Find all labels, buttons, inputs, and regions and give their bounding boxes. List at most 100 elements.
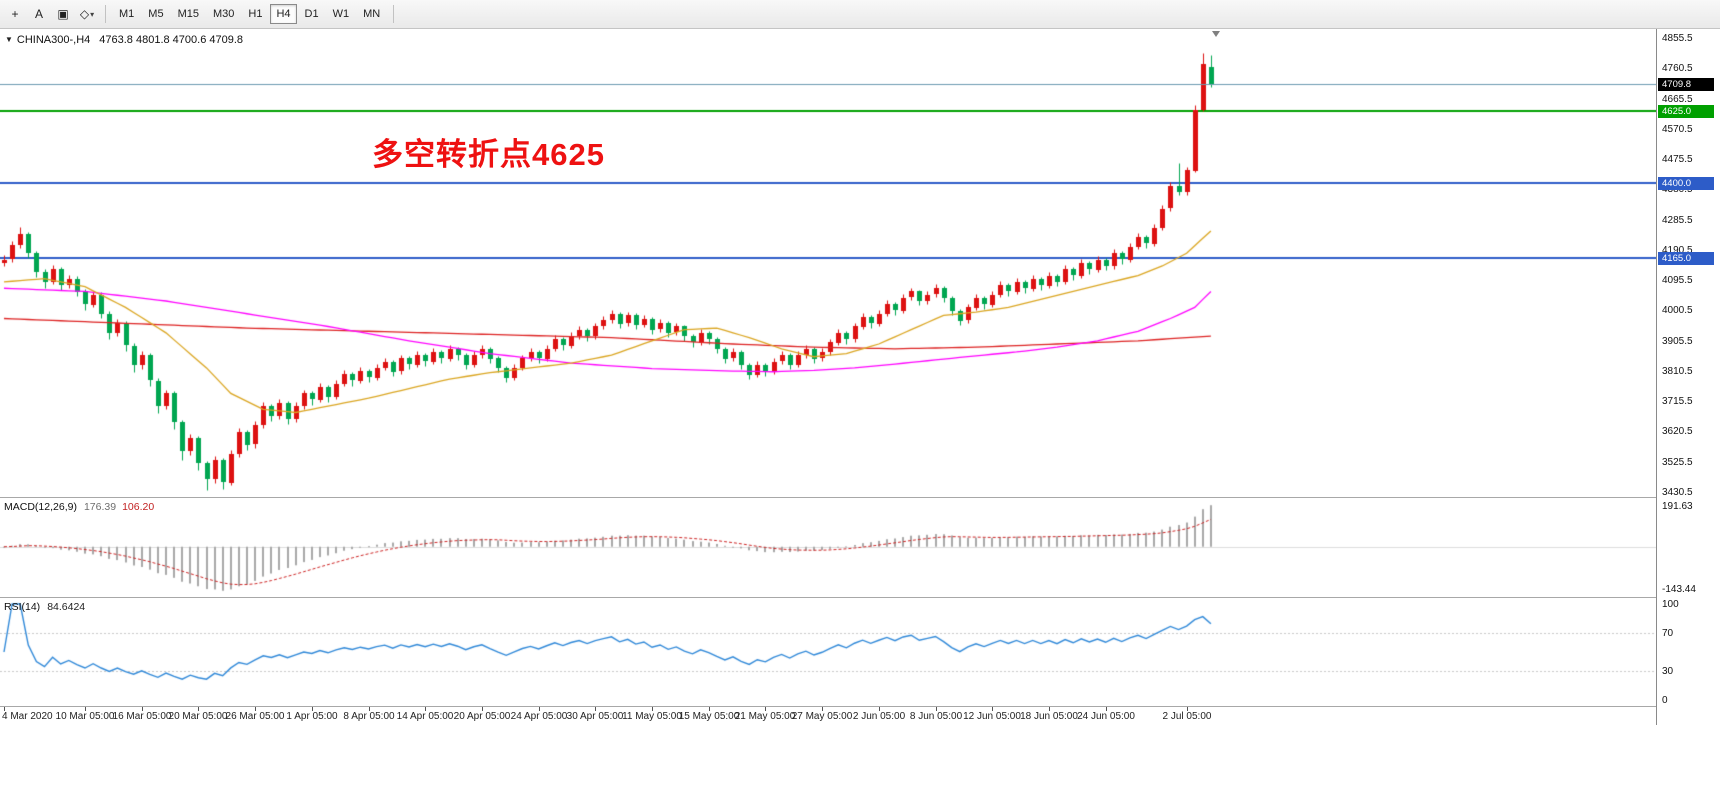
time-tick bbox=[539, 707, 540, 711]
chart-shift-marker bbox=[1212, 31, 1220, 37]
price-axis-label: 4665.5 bbox=[1662, 93, 1693, 105]
label-tool-icon: ▣ bbox=[57, 7, 69, 21]
time-axis-separator bbox=[0, 706, 1720, 707]
price-axis-label: 3525.5 bbox=[1662, 456, 1693, 468]
symbol-dropdown-icon[interactable]: ▼ bbox=[5, 35, 13, 44]
rsi-name: RSI(14) bbox=[4, 601, 41, 613]
time-tick bbox=[198, 707, 199, 711]
price-axis-label: 4095.5 bbox=[1662, 275, 1693, 287]
price-axis-label: 3715.5 bbox=[1662, 396, 1693, 408]
rsi-value: 84.6424 bbox=[47, 601, 86, 613]
time-axis-label: 18 Jun 05:00 bbox=[1020, 711, 1078, 722]
time-tick bbox=[879, 707, 880, 711]
price-axis-label: 4570.5 bbox=[1662, 123, 1693, 135]
time-tick bbox=[765, 707, 766, 711]
price-axis-label: 4190.5 bbox=[1662, 244, 1693, 256]
macd-canvas[interactable] bbox=[0, 498, 1656, 598]
time-axis-label: 15 May 05:00 bbox=[678, 711, 740, 722]
price-axis-label: 3810.5 bbox=[1662, 365, 1693, 377]
shapes-tool-icon: ◇ bbox=[79, 7, 90, 21]
rsi-axis-label: 100 bbox=[1662, 599, 1679, 610]
timeframe-m5[interactable]: M5 bbox=[142, 4, 169, 24]
timeframe-d1[interactable]: D1 bbox=[299, 4, 325, 24]
time-axis-label: 16 Mar 05:00 bbox=[112, 711, 172, 722]
macd-name: MACD(12,26,9) bbox=[4, 501, 77, 513]
timeframe-h4[interactable]: H4 bbox=[270, 4, 297, 24]
label-tool[interactable]: ▣ bbox=[51, 3, 75, 25]
time-axis-label: 24 Apr 05:00 bbox=[510, 711, 568, 722]
timeframe-mn[interactable]: MN bbox=[357, 4, 386, 24]
time-tick bbox=[1187, 707, 1188, 711]
macd-axis-label: 191.63 bbox=[1662, 501, 1693, 512]
price-badge: 4625.0 bbox=[1658, 105, 1714, 119]
text-tool[interactable]: A bbox=[27, 3, 51, 25]
timeframe-m15[interactable]: M15 bbox=[172, 4, 205, 24]
price-axis-label: 3905.5 bbox=[1662, 335, 1693, 347]
shapes-tool[interactable]: ◇ ▾ bbox=[75, 3, 99, 25]
rsi-axis-label: 0 bbox=[1662, 695, 1668, 706]
time-axis-label: 20 Mar 05:00 bbox=[168, 711, 228, 722]
time-tick bbox=[85, 707, 86, 711]
chart-plots: ▼ CHINA300-,H4 4763.8 4801.8 4700.6 4709.8… bbox=[0, 29, 1656, 793]
rsi-axis-label: 70 bbox=[1662, 627, 1674, 639]
macd-panel-separator[interactable] bbox=[0, 497, 1720, 498]
timeframe-w1[interactable]: W1 bbox=[327, 4, 356, 24]
time-axis-label: 24 Jun 05:00 bbox=[1077, 711, 1135, 722]
time-axis-label: 8 Jun 05:00 bbox=[909, 711, 963, 722]
main-chart-canvas[interactable] bbox=[0, 29, 1656, 498]
annotation-text[interactable]: 多空转折点4625 bbox=[372, 137, 605, 172]
rsi-canvas[interactable] bbox=[0, 598, 1656, 706]
timeframe-m1[interactable]: M1 bbox=[113, 4, 140, 24]
time-axis-label: 12 Jun 05:00 bbox=[963, 711, 1021, 722]
time-tick bbox=[142, 707, 143, 711]
text-tool-icon: A bbox=[34, 7, 43, 21]
timeframe-m30[interactable]: M30 bbox=[207, 4, 240, 24]
timeframe-h1[interactable]: H1 bbox=[242, 4, 268, 24]
time-tick bbox=[936, 707, 937, 711]
time-axis-label: 27 May 05:00 bbox=[791, 711, 853, 722]
time-tick bbox=[709, 707, 710, 711]
time-axis[interactable]: 4 Mar 2020 10 Mar 05:00 16 Mar 05:00 20 Mar… bbox=[0, 706, 1656, 724]
time-axis-label: 26 Mar 05:00 bbox=[225, 711, 285, 722]
price-badge: 4400.0 bbox=[1658, 177, 1714, 191]
price-axis-label: 4855.5 bbox=[1662, 33, 1693, 44]
toolbar-divider bbox=[393, 5, 395, 23]
time-tick bbox=[595, 707, 596, 711]
time-tick bbox=[369, 707, 370, 711]
time-axis-label: 2 Jul 05:00 bbox=[1162, 711, 1212, 722]
macd-signal-value: 106.20 bbox=[122, 501, 155, 513]
time-axis-label: 11 May 05:00 bbox=[622, 711, 682, 722]
chart-symbol-period: CHINA300-,H4 bbox=[16, 34, 91, 46]
crosshair-tool-icon: + bbox=[11, 7, 19, 21]
time-axis-label: 14 Apr 05:00 bbox=[396, 711, 454, 722]
price-axis[interactable]: 4855.54760.54665.54570.54475.54380.54285… bbox=[1656, 29, 1720, 725]
time-axis-label: 30 Apr 05:00 bbox=[566, 711, 624, 722]
chart-workspace: ▼ CHINA300-,H4 4763.8 4801.8 4700.6 4709.8… bbox=[0, 29, 1720, 793]
chart-ohlc-values: 4763.8 4801.8 4700.6 4709.8 bbox=[99, 34, 244, 46]
time-tick bbox=[822, 707, 823, 711]
price-badge: 4709.8 bbox=[1658, 78, 1714, 92]
crosshair-tool[interactable]: + bbox=[3, 3, 27, 25]
top-toolbar: + A ▣ ◇ ▾ M1 M5 M15 M30 H1 H4 D1 W1 MN bbox=[0, 0, 1720, 29]
price-axis-label: 4000.5 bbox=[1662, 305, 1693, 317]
macd-indicator-label: MACD(12,26,9) 176.39 106.20 bbox=[4, 501, 154, 513]
time-axis-label: 4 Mar 2020 bbox=[2, 711, 53, 722]
time-axis-label: 8 Apr 05:00 bbox=[343, 711, 395, 722]
time-axis-label: 10 Mar 05:00 bbox=[55, 711, 115, 722]
time-tick bbox=[312, 707, 313, 711]
time-tick bbox=[1049, 707, 1050, 711]
rsi-indicator-label: RSI(14) 84.6424 bbox=[4, 601, 85, 613]
price-axis-label: 4760.5 bbox=[1662, 63, 1693, 75]
time-tick bbox=[482, 707, 483, 711]
time-axis-label: 20 Apr 05:00 bbox=[453, 711, 511, 722]
time-tick bbox=[652, 707, 653, 711]
time-axis-label: 21 May 05:00 bbox=[734, 711, 796, 722]
time-tick bbox=[992, 707, 993, 711]
time-tick bbox=[425, 707, 426, 711]
time-tick bbox=[255, 707, 256, 711]
time-axis-label: 2 Jun 05:00 bbox=[852, 711, 906, 722]
rsi-axis-label: 30 bbox=[1662, 666, 1674, 678]
toolbar-divider bbox=[105, 5, 106, 23]
rsi-panel-separator[interactable] bbox=[0, 597, 1720, 598]
time-tick bbox=[1106, 707, 1107, 711]
